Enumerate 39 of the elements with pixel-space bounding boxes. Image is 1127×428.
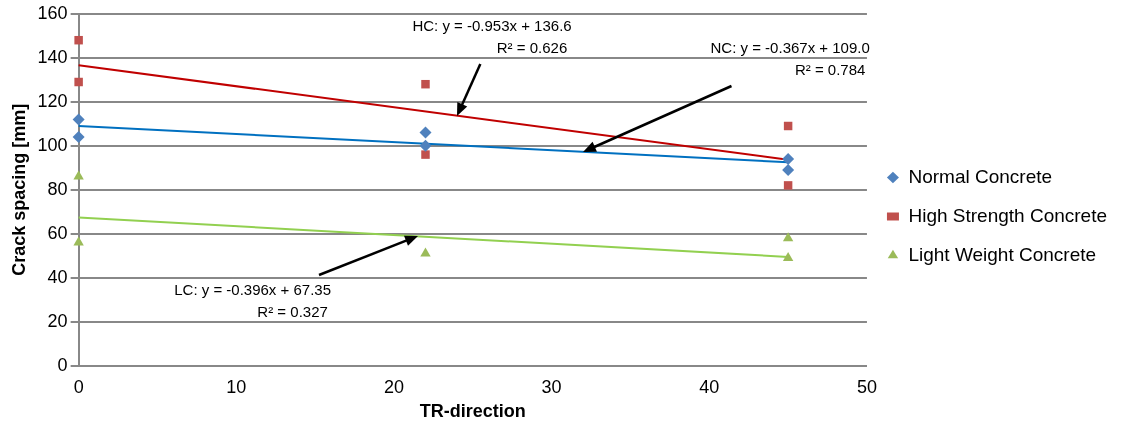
x-tick-label: 0 <box>73 376 84 397</box>
x-tick-label: 30 <box>541 376 562 397</box>
point <box>419 126 432 139</box>
point <box>74 77 83 87</box>
y-tick-label: 100 <box>37 134 68 155</box>
point <box>73 236 84 246</box>
x-tick-label: 20 <box>383 376 404 397</box>
point <box>782 153 795 165</box>
point <box>782 164 795 176</box>
y-tick-label: 40 <box>47 266 68 287</box>
point <box>74 35 83 45</box>
point <box>419 139 432 152</box>
y-tick-label: 80 <box>47 178 68 199</box>
point <box>782 232 794 242</box>
point <box>421 150 430 159</box>
point <box>73 170 84 180</box>
x-tick-label: 10 <box>226 376 247 397</box>
point <box>72 113 85 126</box>
point <box>420 247 431 257</box>
y-tick-label: 60 <box>47 222 68 243</box>
y-tick-label: 120 <box>37 90 68 111</box>
y-tick-label: 160 <box>37 2 68 23</box>
x-tick-label: 40 <box>699 376 720 397</box>
x-axis-title: TR-direction <box>419 401 526 422</box>
point <box>782 252 794 261</box>
y-tick-label: 140 <box>37 46 68 67</box>
annotation: NC: y = -0.367x + 109.0 R² = 0.784 <box>710 38 870 78</box>
legend-label: Light Weight Concrete <box>908 243 1097 265</box>
annotation: LC: y = -0.396x + 67.35 R² = 0.327 <box>174 280 331 320</box>
point <box>783 181 793 190</box>
y-tick-label: 0 <box>57 354 68 375</box>
y-tick-label: 20 <box>47 310 68 331</box>
point <box>72 131 85 143</box>
y-axis-title: Crack spacing [mm] <box>8 103 29 276</box>
legend-label: High Strength Concrete <box>908 204 1108 226</box>
legend-label: Normal Concrete <box>908 165 1053 187</box>
annotation: HC: y = -0.953x + 136.6 R² = 0.626 <box>412 16 572 56</box>
x-tick-label: 50 <box>856 376 877 397</box>
point <box>421 79 430 89</box>
